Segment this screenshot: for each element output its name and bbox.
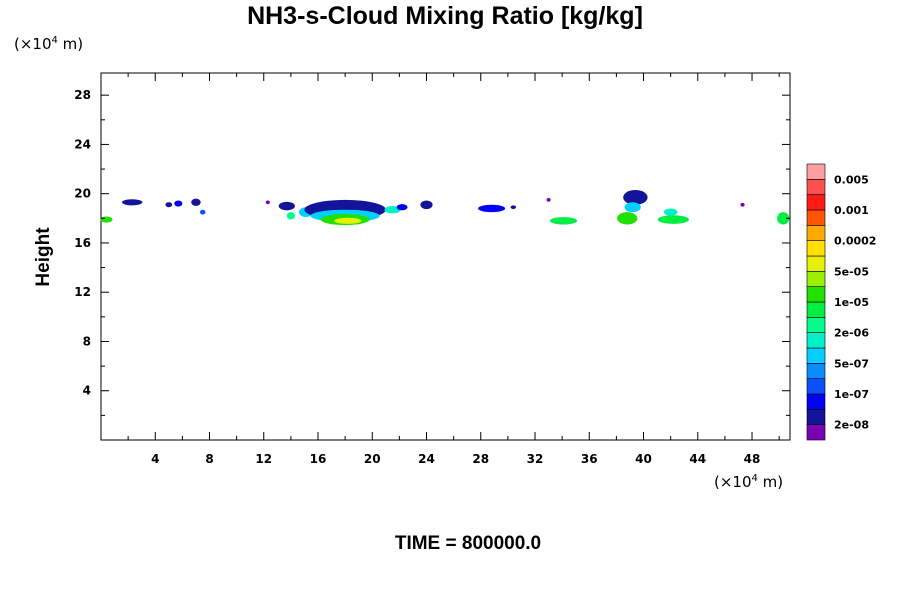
x-tick-label: 12: [255, 452, 272, 466]
colorbar-swatch: [806, 286, 826, 303]
cloud-blob: [510, 205, 517, 210]
colorbar-swatch: [806, 363, 826, 379]
colorbar-label: 5e-07: [834, 357, 869, 370]
colorbar-label: 0.001: [834, 204, 869, 217]
y-tick-label: 28: [74, 88, 91, 102]
x-tick-label: 44: [689, 452, 706, 466]
cloud-blob: [623, 189, 648, 205]
colorbar-label: 0.0002: [834, 235, 876, 248]
x-tick-label: 20: [364, 452, 381, 466]
colorbar-swatch: [806, 163, 826, 180]
colorbar-swatch: [806, 301, 826, 318]
x-unit-label: (×104 m): [714, 473, 783, 491]
colorbar-swatch: [806, 317, 826, 333]
cloud-blob: [384, 206, 401, 214]
chart-title: NH3-s-Cloud Mixing Ratio [kg/kg]: [247, 2, 643, 30]
x-tick-label: 24: [418, 452, 435, 466]
colorbar-swatch: [806, 209, 826, 226]
cloud-blob: [624, 202, 641, 213]
colorbar-label: 2e-08: [834, 419, 869, 432]
y-tick-label: 20: [74, 187, 91, 201]
y-tick-label: 4: [83, 384, 91, 398]
colorbar-swatch: [806, 194, 826, 211]
cloud-blob: [617, 212, 638, 225]
colorbar-label: 2e-06: [834, 327, 869, 340]
x-tick-label: 40: [635, 452, 652, 466]
time-label: TIME = 800000.0: [395, 533, 541, 554]
cloud-blob: [546, 198, 551, 202]
colorbar-swatch: [806, 393, 826, 410]
x-tick-label: 48: [744, 452, 761, 466]
x-tick-label: 36: [581, 452, 598, 466]
cloud-blob: [740, 202, 745, 207]
y-tick-label: 24: [74, 137, 91, 151]
colorbar-swatch: [806, 332, 826, 349]
colorbar-swatch: [806, 179, 826, 195]
y-axis-title: Height: [33, 227, 54, 287]
cloud-blob: [174, 200, 183, 207]
x-tick-label: 32: [527, 452, 544, 466]
colorbar-swatch: [806, 424, 826, 441]
cloud-blob: [165, 202, 173, 208]
colorbar-swatch: [806, 409, 826, 425]
x-tick-label: 8: [205, 452, 213, 466]
y-unit-label: (×104 m): [14, 35, 83, 53]
cloud-blob: [286, 212, 295, 220]
colorbar-swatch: [806, 255, 826, 272]
cloud-blob: [100, 216, 113, 223]
y-tick-label: 8: [83, 334, 91, 348]
colorbar-label: 1e-07: [834, 388, 869, 401]
cloud-blob: [265, 200, 270, 205]
cloud-blob: [200, 209, 206, 215]
y-tick-label: 12: [74, 285, 91, 299]
colorbar-label: 1e-05: [834, 296, 869, 309]
cloud-blob: [657, 215, 689, 224]
colorbar: 2e-08 1e-07 5e-07 2e-06 1e-05 5e-05 0.0002 0.00…: [806, 163, 876, 441]
cloud-blob: [777, 212, 790, 225]
cloud-blob: [478, 204, 506, 213]
cloud-blob: [549, 217, 578, 225]
cloud-blob: [396, 204, 408, 211]
cloud-blob: [334, 217, 362, 224]
colorbar-swatch: [806, 271, 826, 287]
colorbar-swatch: [806, 378, 826, 395]
colorbar-swatch: [806, 225, 826, 241]
colorbar-label: 0.005: [834, 173, 869, 186]
cloud-blob: [420, 200, 433, 210]
cloud-blob: [191, 198, 201, 207]
cloud-blob: [663, 208, 678, 216]
colorbar-swatch: [806, 347, 826, 364]
x-tick-label: 16: [310, 452, 327, 466]
cloud-blob: [122, 199, 143, 206]
plot-frame: [100, 72, 791, 441]
cloud-blob: [278, 201, 295, 211]
x-tick-label: 28: [472, 452, 489, 466]
x-tick-label: 4: [151, 452, 159, 466]
colorbar-label: 5e-05: [834, 265, 869, 278]
cloud-layer: [100, 189, 790, 226]
colorbar-swatch: [806, 240, 826, 257]
y-tick-label: 16: [74, 236, 91, 250]
